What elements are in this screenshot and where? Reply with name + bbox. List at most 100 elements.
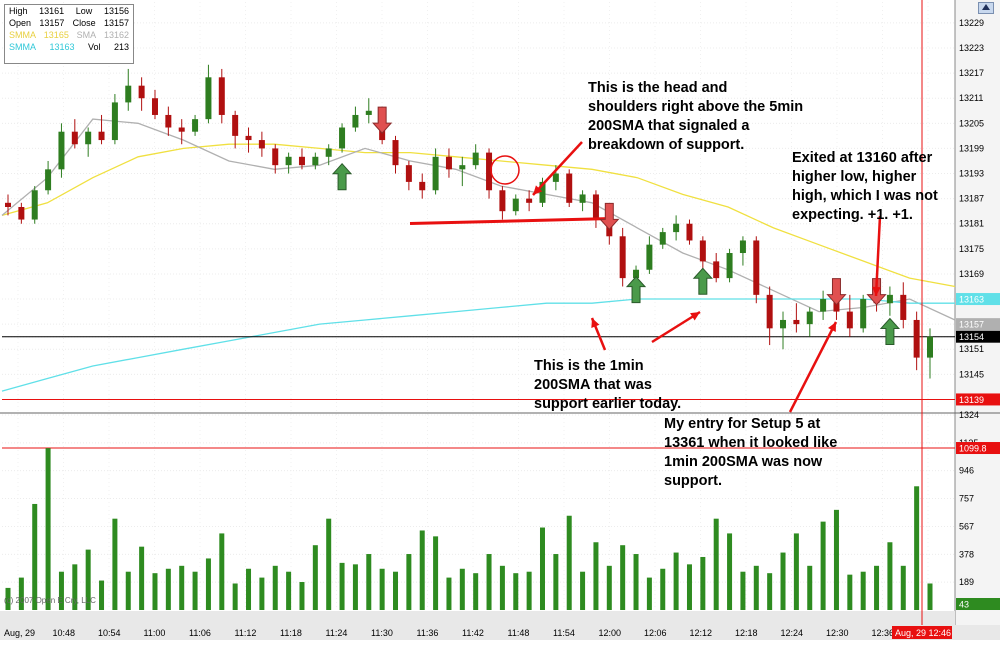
volume-bar xyxy=(820,521,826,610)
time-tick-label: 11:36 xyxy=(417,628,439,638)
scroll-up-button[interactable] xyxy=(978,2,994,14)
time-tick-label: 10:48 xyxy=(53,628,76,638)
annotation-entry-line: 13361 when it looked like xyxy=(664,435,837,451)
volume-bar xyxy=(807,565,813,610)
candle-up xyxy=(860,299,867,329)
volume-bar xyxy=(446,577,452,610)
candle-down xyxy=(178,127,185,132)
volume-bar xyxy=(32,503,38,610)
candle-down xyxy=(138,85,145,99)
candle-up xyxy=(205,77,212,120)
annotation-arrow-support-1-head xyxy=(591,318,600,328)
price-tick-label: 13211 xyxy=(959,93,983,103)
price-tick-label: 13151 xyxy=(959,344,984,354)
volume-bar xyxy=(99,580,105,610)
candle-up xyxy=(365,110,372,115)
volume-bar xyxy=(406,554,412,610)
volume-tag-label: 1099.8 xyxy=(959,444,987,454)
volume-bar xyxy=(139,546,145,610)
volume-bar xyxy=(339,562,345,610)
buy-arrow-icon xyxy=(331,162,353,191)
price-tick-label: 13175 xyxy=(959,244,984,254)
time-tick-label: 12:00 xyxy=(599,628,622,638)
candle-down xyxy=(98,131,105,141)
volume-bar xyxy=(767,573,773,610)
annotation-exit-line: Exited at 13160 after xyxy=(792,150,933,166)
candle-up xyxy=(325,148,332,157)
volume-bar xyxy=(900,565,906,610)
candle-up xyxy=(45,169,52,191)
candle-down xyxy=(245,135,252,141)
candle-down xyxy=(713,261,720,279)
time-tick-label: 11:48 xyxy=(508,628,530,638)
close-label: Close xyxy=(72,18,96,28)
price-tick-label: 13169 xyxy=(959,269,984,279)
smma-cyan-value: 13163 xyxy=(49,42,75,52)
annotation-arrow-exit xyxy=(874,215,882,297)
candle-down xyxy=(846,311,853,329)
volume-bar xyxy=(673,552,679,610)
annotation-arrow-entry xyxy=(788,321,838,413)
head-circle xyxy=(490,155,520,185)
annotation-support-line: This is the 1min xyxy=(534,358,644,374)
annotation-entry-line: My entry for Setup 5 at xyxy=(664,416,820,432)
sell-arrow-icon xyxy=(599,202,620,231)
candle-down xyxy=(258,140,265,149)
time-tick-label: 11:06 xyxy=(189,628,211,638)
volume-bar xyxy=(727,533,733,610)
volume-bar xyxy=(152,573,158,610)
time-tick-label: 12:36 xyxy=(872,628,895,638)
low-value: 13156 xyxy=(103,6,129,16)
volume-bar xyxy=(205,558,211,610)
high-label: High xyxy=(9,6,28,16)
candle-down xyxy=(900,294,907,320)
candle-down xyxy=(566,173,573,203)
candle-down xyxy=(686,223,693,241)
candle-down xyxy=(232,114,239,136)
candle-up xyxy=(552,173,559,182)
volume-bar xyxy=(326,518,332,610)
annotation-support-line: 200SMA that was xyxy=(534,377,652,393)
volume-bar xyxy=(566,515,572,610)
volume-bar xyxy=(553,554,559,610)
annotation-arrow-entry-head xyxy=(828,322,836,332)
candle-down xyxy=(419,181,426,191)
volume-bar xyxy=(352,564,358,610)
smma-yellow-label: SMMA xyxy=(9,30,36,40)
candle-up xyxy=(726,253,733,279)
candle-up xyxy=(659,232,666,245)
candle-down xyxy=(486,152,493,191)
low-label: Low xyxy=(75,6,93,16)
volume-bar xyxy=(299,582,305,610)
candle-up xyxy=(472,152,479,166)
volume-bar xyxy=(232,583,238,610)
candle-down xyxy=(766,294,773,329)
annotation-arrow-support-2-head xyxy=(690,312,700,321)
ohlc-info-box: High 13161 Low 13156 Open 13157 Close 13157 SM… xyxy=(4,4,134,64)
annotation-entry-line: 1min 200SMA was now xyxy=(664,454,823,470)
volume-tick-label: 1324 xyxy=(959,410,979,420)
close-value: 13157 xyxy=(103,18,129,28)
annotation-head-shoulders-line: 200SMA that signaled a xyxy=(588,118,750,134)
time-axis-label-bar xyxy=(0,625,1000,640)
candle-up xyxy=(579,194,586,203)
time-tick-label: 10:54 xyxy=(98,628,121,638)
volume-bar xyxy=(192,571,198,610)
candle-down xyxy=(445,156,452,170)
annotation-support-line: support earlier today. xyxy=(534,396,681,412)
volume-bar xyxy=(473,573,479,610)
volume-bar xyxy=(620,545,626,610)
time-tick-label: 11:18 xyxy=(280,628,302,638)
current-time-tag xyxy=(892,626,952,639)
high-value: 13161 xyxy=(39,6,65,16)
volume-bar xyxy=(753,565,759,610)
candle-up xyxy=(886,294,893,304)
open-value: 13157 xyxy=(39,18,65,28)
candle-up xyxy=(111,102,118,141)
volume-bar xyxy=(179,565,185,610)
sell-arrow-icon xyxy=(826,278,847,306)
candle-up xyxy=(31,190,38,220)
